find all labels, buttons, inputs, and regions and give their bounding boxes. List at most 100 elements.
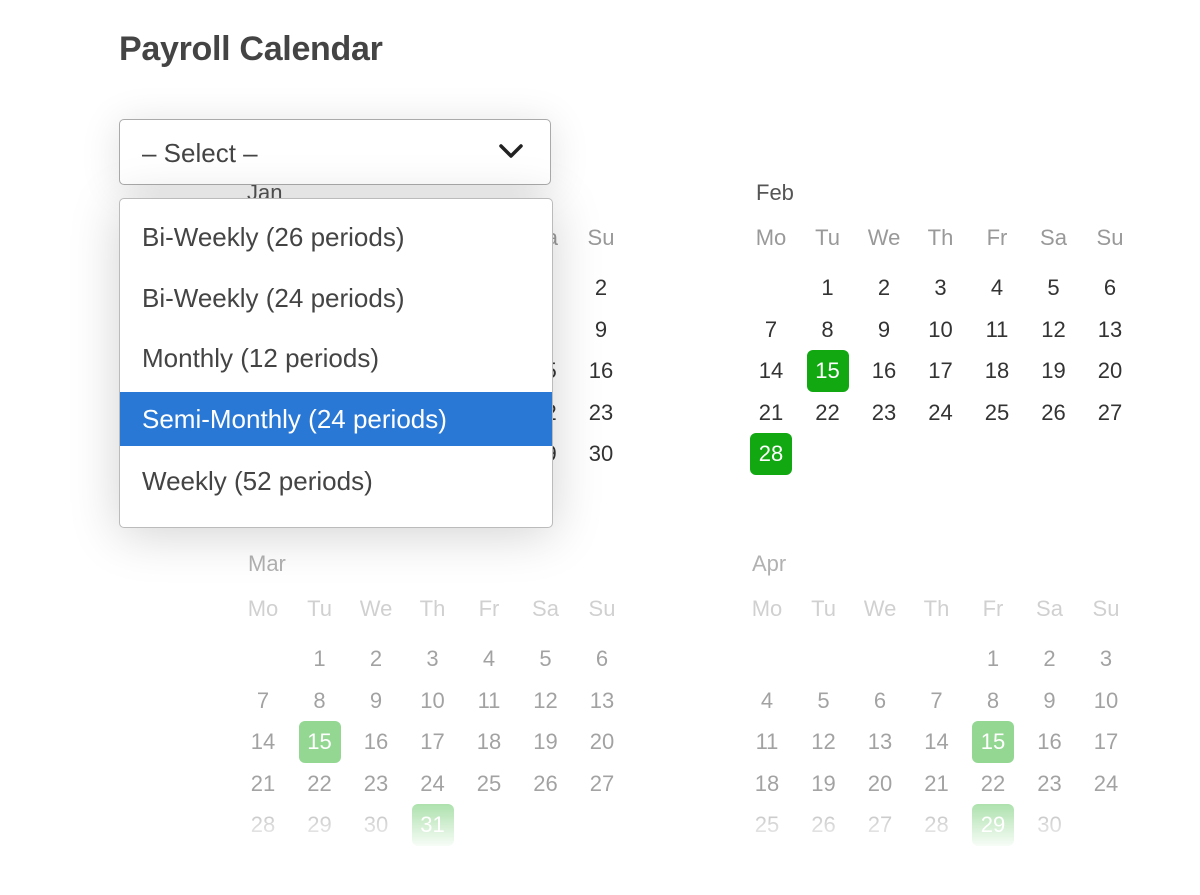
weekday-header: Th [927, 225, 954, 250]
day-number: 3 [426, 646, 439, 671]
day-number: 11 [755, 729, 779, 754]
day-number: 27 [867, 812, 893, 837]
select-box[interactable]: – Select – [119, 119, 551, 185]
weekday-header: Fr [478, 596, 500, 621]
weekday-header: Tu [815, 225, 840, 250]
day-number: 23 [588, 399, 614, 425]
day-number: 18 [984, 358, 1010, 383]
page-title: Payroll Calendar [119, 30, 383, 68]
day-number: 3 [1099, 646, 1113, 671]
weekday-header: Fr [986, 225, 1008, 250]
weekday-header: Fr [982, 596, 1004, 621]
dropdown-menu: Bi-Weekly (26 periods) Bi-Weekly (24 peri… [119, 198, 553, 528]
day-number: 29 [980, 812, 1006, 837]
weekday-header: Th [923, 596, 950, 621]
day-number: 21 [924, 770, 949, 796]
payday-highlight [750, 433, 792, 475]
month-label: Apr [752, 551, 787, 576]
day-number: 30 [363, 812, 389, 837]
day-number: 23 [871, 399, 897, 425]
weekday-header: We [359, 596, 393, 621]
day-number: 28 [924, 812, 949, 837]
day-number: 5 [539, 646, 552, 671]
payday-highlight [411, 804, 454, 846]
day-number: 30 [588, 441, 614, 466]
day-number: 3 [934, 275, 947, 300]
day-number: 2 [594, 275, 608, 300]
day-number: 8 [313, 687, 326, 713]
day-number: 25 [984, 399, 1010, 425]
weekday-header: Th [419, 596, 446, 621]
day-number: 12 [533, 687, 558, 713]
day-number: 16 [363, 729, 389, 754]
day-number: 4 [990, 275, 1004, 300]
dropdown-option[interactable]: Bi-Weekly (24 periods) [142, 283, 405, 313]
weekday-header: Sa [532, 596, 559, 621]
day-number: 4 [760, 687, 774, 713]
day-number: 12 [811, 729, 836, 754]
dropdown-option[interactable]: Semi-Monthly (24 periods) [120, 392, 552, 446]
day-number: 6 [1103, 275, 1117, 300]
payday-highlight [298, 721, 341, 763]
day-number: 18 [476, 729, 502, 754]
day-number: 17 [420, 729, 445, 754]
day-number: 27 [1097, 399, 1123, 425]
day-number: 11 [477, 687, 501, 713]
day-number: 19 [811, 770, 836, 796]
dropdown-option[interactable]: Monthly (12 periods) [142, 343, 379, 373]
day-number: 27 [589, 770, 615, 796]
day-number: 28 [250, 812, 276, 837]
day-number: 28 [758, 441, 784, 466]
day-number: 21 [758, 399, 784, 425]
day-number: 7 [764, 316, 778, 342]
day-number: 20 [589, 729, 615, 754]
weekday-header: Su [1092, 596, 1120, 621]
dropdown-option[interactable]: Bi-Weekly (26 periods) [142, 222, 405, 252]
day-number: 1 [821, 275, 834, 300]
day-number: 21 [250, 770, 276, 796]
day-number: 16 [588, 358, 614, 383]
day-number: 14 [250, 729, 276, 754]
day-number: 26 [533, 770, 558, 796]
day-number: 26 [1041, 399, 1066, 425]
day-number: 17 [928, 358, 953, 383]
weekday-header: We [863, 596, 897, 621]
weekday-header: Sa [1040, 225, 1067, 250]
month-label: Feb [756, 180, 794, 205]
day-number: 15 [307, 729, 332, 754]
day-number: 25 [754, 812, 780, 837]
day-number: 29 [307, 812, 332, 837]
day-number: 1 [986, 646, 1000, 671]
day-number: 1 [313, 646, 326, 671]
dropdown-option[interactable]: Weekly (52 periods) [142, 466, 373, 496]
day-number: 10 [420, 687, 445, 713]
payday-highlight [806, 350, 849, 392]
day-number: 5 [817, 687, 830, 713]
day-number: 20 [867, 770, 893, 796]
day-number: 13 [589, 687, 615, 713]
day-number: 8 [986, 687, 1000, 713]
month-label: Mar [248, 551, 286, 576]
day-number: 26 [811, 812, 836, 837]
day-number: 9 [594, 316, 608, 342]
day-number: 19 [1041, 358, 1066, 383]
day-number: 22 [307, 770, 332, 796]
day-number: 16 [1037, 729, 1062, 754]
weekday-header: Mo [755, 225, 787, 250]
day-number: 22 [815, 399, 840, 425]
weekday-header: We [867, 225, 901, 250]
select-placeholder: – Select – [142, 138, 258, 168]
day-number: 24 [928, 399, 953, 425]
payday-highlight [972, 804, 1014, 846]
day-number: 23 [363, 770, 389, 796]
day-number: 25 [476, 770, 502, 796]
day-number: 8 [821, 316, 834, 342]
day-number: 20 [1097, 358, 1123, 383]
day-number: 13 [867, 729, 893, 754]
weekday-header: Mo [751, 596, 783, 621]
day-number: 10 [1093, 687, 1119, 713]
day-number: 2 [877, 275, 891, 300]
